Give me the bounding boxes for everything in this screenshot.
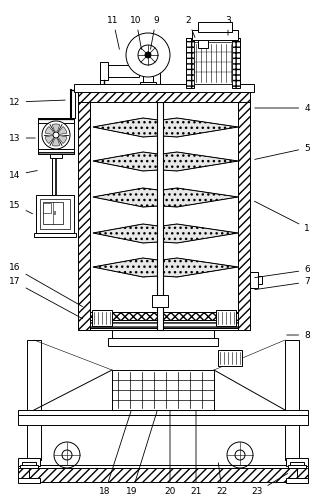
Polygon shape: [162, 224, 238, 243]
Bar: [78, 90, 250, 330]
Text: 5: 5: [255, 143, 310, 159]
Bar: [290, 462, 304, 466]
Bar: [286, 478, 308, 483]
Bar: [152, 295, 168, 307]
Text: 16: 16: [9, 264, 82, 307]
Bar: [18, 465, 308, 468]
Text: 22: 22: [216, 463, 228, 496]
Text: 6: 6: [255, 266, 310, 278]
Bar: [78, 90, 250, 102]
Bar: [50, 154, 62, 158]
Bar: [18, 415, 308, 425]
Bar: [43, 203, 51, 213]
Bar: [288, 465, 306, 468]
Bar: [192, 30, 238, 40]
Text: 3: 3: [225, 16, 231, 35]
Bar: [100, 62, 108, 80]
Polygon shape: [162, 188, 238, 207]
Bar: [143, 68, 153, 86]
Text: 17: 17: [9, 278, 82, 319]
Text: 9: 9: [151, 16, 159, 49]
Polygon shape: [59, 136, 67, 143]
Text: II: II: [53, 210, 57, 215]
Polygon shape: [162, 152, 238, 171]
Bar: [194, 42, 232, 84]
Bar: [34, 233, 76, 237]
Bar: [100, 68, 160, 90]
Polygon shape: [52, 124, 60, 131]
Bar: [157, 102, 163, 330]
Bar: [74, 84, 254, 92]
Text: 11: 11: [107, 16, 119, 49]
Bar: [18, 458, 40, 466]
Polygon shape: [162, 118, 238, 137]
Text: 8: 8: [287, 330, 310, 340]
Polygon shape: [93, 224, 158, 243]
Text: 19: 19: [126, 410, 157, 496]
Polygon shape: [93, 152, 158, 171]
Text: 10: 10: [130, 16, 142, 49]
Bar: [232, 38, 240, 88]
Bar: [92, 310, 112, 326]
Bar: [90, 312, 238, 320]
Bar: [18, 410, 308, 415]
Text: 12: 12: [9, 98, 65, 107]
Bar: [22, 462, 36, 466]
Bar: [38, 118, 74, 154]
Bar: [218, 350, 242, 366]
Circle shape: [126, 33, 170, 77]
Bar: [105, 65, 139, 77]
Bar: [285, 340, 299, 460]
Bar: [112, 330, 214, 338]
Text: 21: 21: [190, 411, 202, 496]
Circle shape: [53, 132, 59, 138]
Bar: [286, 458, 308, 466]
Polygon shape: [162, 258, 238, 277]
Bar: [238, 90, 250, 330]
Bar: [36, 195, 74, 233]
Text: 4: 4: [255, 104, 310, 113]
Bar: [18, 478, 40, 483]
Bar: [112, 370, 214, 410]
Bar: [40, 199, 70, 229]
Bar: [186, 38, 194, 88]
Bar: [78, 90, 90, 330]
Text: 18: 18: [99, 410, 131, 496]
Bar: [186, 38, 240, 88]
Bar: [250, 272, 258, 288]
Polygon shape: [93, 118, 158, 137]
Polygon shape: [93, 258, 158, 277]
Polygon shape: [45, 127, 53, 134]
Polygon shape: [45, 136, 53, 143]
Text: 15: 15: [9, 201, 33, 214]
Bar: [90, 320, 238, 328]
Bar: [140, 82, 156, 88]
Text: 14: 14: [9, 171, 37, 180]
Text: 2: 2: [185, 16, 195, 37]
Polygon shape: [93, 188, 158, 207]
Bar: [78, 90, 250, 102]
Bar: [258, 276, 262, 284]
Text: 7: 7: [255, 278, 310, 290]
Text: 13: 13: [9, 133, 35, 142]
Text: 1: 1: [255, 201, 310, 232]
Text: 20: 20: [164, 411, 176, 496]
Bar: [20, 465, 38, 468]
Bar: [38, 149, 74, 154]
Bar: [27, 340, 41, 460]
Bar: [216, 310, 236, 326]
Bar: [108, 338, 218, 346]
Circle shape: [145, 52, 151, 58]
Bar: [198, 40, 208, 48]
Text: 23: 23: [251, 473, 288, 496]
Bar: [18, 468, 308, 482]
Circle shape: [42, 121, 70, 149]
Bar: [198, 22, 232, 32]
Bar: [38, 118, 74, 123]
Bar: [43, 202, 63, 224]
Polygon shape: [52, 139, 60, 146]
Polygon shape: [59, 127, 67, 134]
